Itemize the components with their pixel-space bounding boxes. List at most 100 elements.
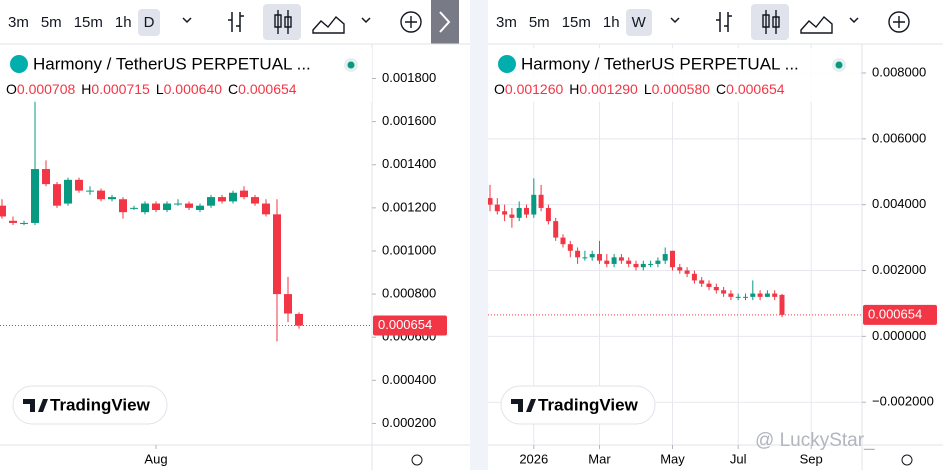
candle-body [662, 254, 668, 261]
chart: 2026 Mar May Jul Sep −0.002000 0.000000 0.00200… [488, 4, 943, 470]
y-tick-label: 0.000000 [872, 328, 926, 343]
candle-body [262, 203, 270, 215]
add-icon[interactable] [888, 11, 910, 33]
candle-body [626, 260, 632, 264]
ohlc-key: H [81, 81, 91, 97]
candle-body [119, 199, 127, 213]
candle-body [779, 294, 785, 315]
interval-button[interactable]: 15m [561, 13, 591, 31]
interval-button[interactable]: 5m [528, 13, 550, 31]
candle-body [655, 260, 661, 264]
candles-icon [274, 10, 292, 34]
interval-button[interactable]: 5m [40, 13, 62, 31]
ohlc-value: 0.000715 [91, 81, 150, 97]
ohlc-value: 0.001260 [505, 81, 564, 97]
dropdown-icon[interactable] [670, 17, 680, 24]
dropdown-icon[interactable] [182, 17, 192, 24]
x-tick-label: May [660, 451, 685, 466]
y-tick-label: 0.001400 [382, 156, 436, 171]
y-tick-label: 0.000400 [382, 372, 436, 387]
ohlc-key: L [156, 81, 164, 97]
candle-body [691, 273, 697, 281]
candle-body [185, 203, 193, 208]
scroll-button[interactable] [431, 0, 459, 44]
candle-body [567, 244, 573, 251]
watermark: TradingView [50, 395, 151, 414]
bars-icon[interactable] [228, 12, 244, 32]
candle-body [670, 250, 675, 268]
area-icon[interactable] [312, 15, 345, 34]
candle-body [618, 257, 624, 261]
ohlc-key: L [644, 81, 652, 97]
legend-bg [0, 48, 372, 102]
candle-body [545, 207, 551, 222]
candle-body [531, 194, 537, 215]
watermark-bg [12, 385, 168, 425]
ohlc-value: 0.000708 [17, 81, 76, 97]
candle-body [75, 179, 83, 191]
interval-button[interactable]: 1h [602, 13, 620, 31]
interval-button[interactable]: 3m [8, 13, 29, 31]
candle-body [633, 263, 639, 268]
settings-icon[interactable] [901, 454, 913, 466]
candle-body [9, 220, 17, 223]
candle-body [218, 197, 226, 202]
settings-icon[interactable] [411, 454, 423, 466]
ohlc-key: O [494, 81, 505, 97]
interval-button[interactable]: D [137, 8, 161, 36]
ohlc-value: 0.001290 [579, 81, 638, 97]
candle-body [488, 198, 493, 205]
candles-button[interactable] [263, 4, 301, 40]
candle-body [284, 294, 292, 314]
add-icon-plus [405, 16, 417, 28]
add-icon-plus [893, 16, 905, 28]
candle-body [0, 205, 6, 217]
candle-body [706, 283, 712, 287]
candle-body [509, 214, 515, 218]
status-dot [835, 61, 843, 69]
ohlc-value: 0.000580 [652, 81, 711, 97]
candle-body [163, 203, 171, 211]
y-tick-label: 0.000800 [382, 286, 436, 301]
candle-body [582, 257, 588, 259]
candle-body [611, 257, 617, 264]
candle-body [240, 190, 248, 198]
chart-panel: 3m 5m 15m 1h D Aug 0.000200 0.000400 0.000600 0.0… [0, 0, 470, 470]
divider [470, 0, 488, 470]
last-price-label: 0.000654 [378, 317, 432, 332]
candle-body [42, 169, 50, 185]
candle-body [141, 203, 149, 213]
interval-button[interactable]: W [625, 8, 652, 36]
candles-button[interactable] [751, 4, 789, 40]
candle-body [20, 222, 28, 224]
ohlc-value: 0.000654 [238, 81, 297, 97]
title: Harmony / TetherUS PERPETUAL ... [33, 54, 311, 73]
ohlc-legend: O0.000708 H0.000715 L0.000640 C0.000654 [6, 81, 297, 97]
candle-body [589, 254, 595, 258]
candle-body [750, 293, 756, 297]
y-tick-label: 0.004000 [872, 196, 926, 211]
candle-body [538, 194, 544, 208]
interval-button[interactable]: 3m [496, 13, 517, 31]
area-icon[interactable] [800, 15, 833, 34]
x-tick-label: Sep [800, 451, 823, 466]
interval-button[interactable]: 1h [114, 13, 132, 31]
watermark-logo [511, 399, 536, 412]
x-tick-label: Jul [730, 451, 747, 466]
y-tick-label: 0.001600 [382, 113, 436, 128]
add-icon[interactable] [400, 11, 422, 33]
candle-body [196, 205, 204, 211]
dropdown-icon[interactable] [849, 17, 859, 24]
candle-body [31, 169, 39, 223]
candle-body [648, 263, 654, 265]
interval-button[interactable]: 15m [73, 13, 103, 31]
toolbar: 3m 5m 15m 1h W [488, 0, 652, 44]
bars-icon[interactable] [716, 12, 732, 32]
candle-body [108, 197, 116, 200]
y-tick-label: 0.006000 [872, 130, 926, 145]
dropdown-icon[interactable] [361, 17, 371, 24]
ohlc-key: H [569, 81, 579, 97]
candle-body [64, 179, 72, 204]
y-tick-label: 0.008000 [872, 64, 926, 79]
